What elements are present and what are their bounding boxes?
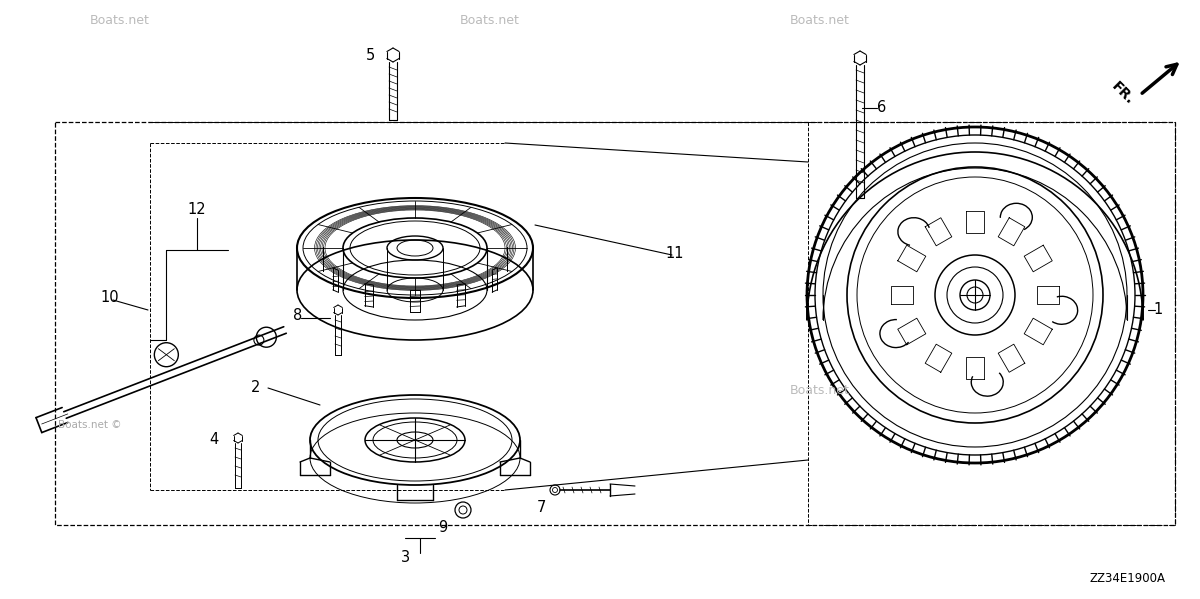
Text: Boats.net: Boats.net <box>790 383 850 397</box>
Text: 10: 10 <box>101 289 119 304</box>
Text: 1: 1 <box>1153 302 1163 317</box>
Text: Boats.net: Boats.net <box>790 14 850 26</box>
Text: ZZ34E1900A: ZZ34E1900A <box>1090 571 1165 585</box>
Text: 4: 4 <box>209 432 218 447</box>
Text: Boats.net: Boats.net <box>460 14 520 26</box>
Text: 11: 11 <box>666 246 684 261</box>
Text: Boats.net ©: Boats.net © <box>59 420 121 430</box>
Text: 12: 12 <box>187 202 206 217</box>
Bar <box>55 122 1175 525</box>
Text: 5: 5 <box>365 47 374 62</box>
Text: 3: 3 <box>401 550 409 565</box>
Text: 9: 9 <box>438 519 448 534</box>
Text: FR.: FR. <box>1109 79 1138 107</box>
Text: 2: 2 <box>251 380 260 395</box>
Text: 8: 8 <box>293 307 302 322</box>
Text: Boats.net: Boats.net <box>90 14 150 26</box>
Text: 6: 6 <box>877 101 887 116</box>
Text: 7: 7 <box>536 501 546 516</box>
